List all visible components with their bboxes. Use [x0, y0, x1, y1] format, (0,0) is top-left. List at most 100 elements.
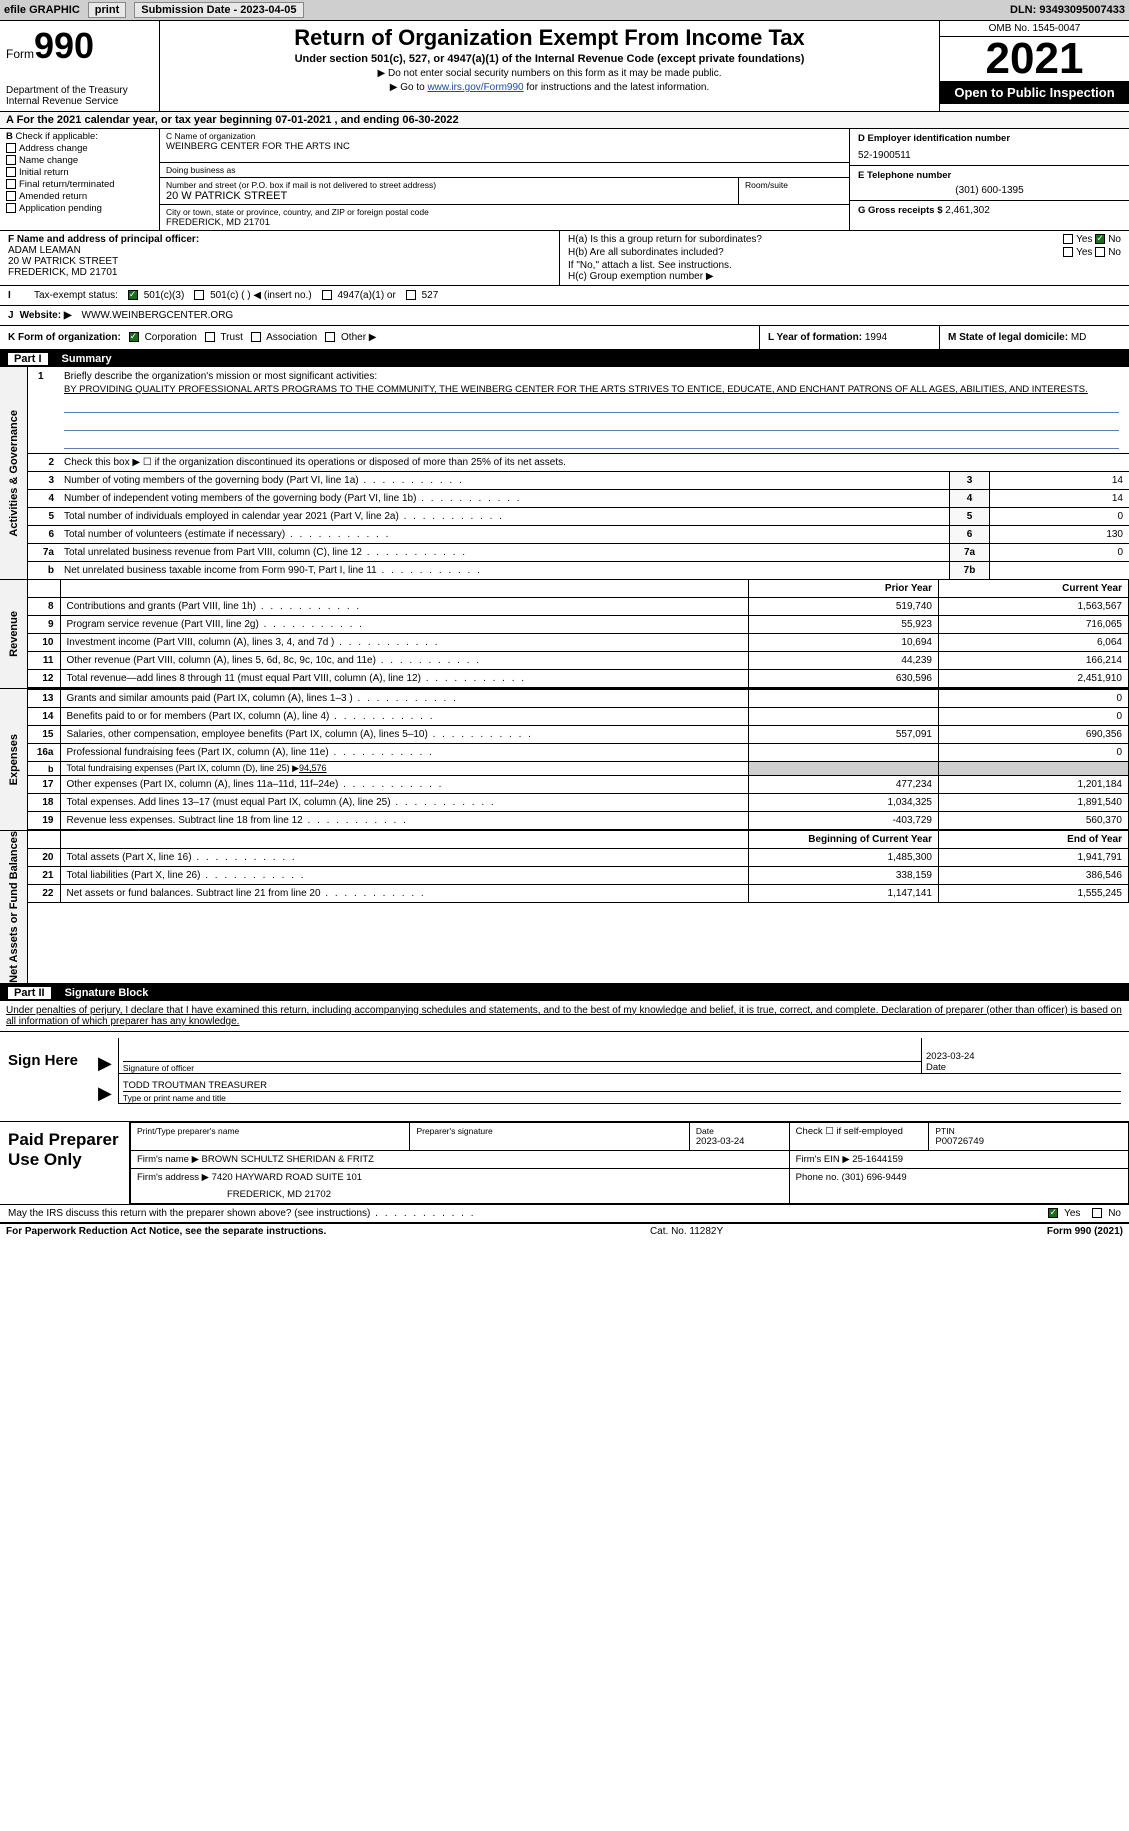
col-end-year: End of Year	[939, 831, 1129, 849]
current-year-value: 1,563,567	[939, 598, 1129, 616]
line-7b: bNet unrelated business taxable income f…	[28, 561, 1129, 579]
line-num: 11	[28, 652, 60, 670]
discuss-row: May the IRS discuss this return with the…	[0, 1205, 1129, 1224]
check-name-change[interactable]: Name change	[6, 155, 153, 166]
officer-street: 20 W PATRICK STREET	[8, 256, 551, 267]
street-label: Number and street (or P.O. box if mail i…	[166, 180, 732, 190]
check-other[interactable]: Other ▶	[325, 332, 376, 343]
street-value: 20 W PATRICK STREET	[166, 190, 732, 202]
current-year-value: 716,065	[939, 616, 1129, 634]
officer-city: FREDERICK, MD 21701	[8, 267, 551, 278]
org-name: WEINBERG CENTER FOR THE ARTS INC	[166, 141, 843, 152]
ha-c-label: H(c) Group exemption number ▶	[568, 271, 1121, 282]
line-4: 4Number of independent voting members of…	[28, 489, 1129, 507]
table-row: 16aProfessional fundraising fees (Part I…	[28, 744, 1129, 762]
check-501c[interactable]: 501(c) ( ) ◀ (insert no.)	[194, 290, 311, 301]
line-7a-value: 0	[989, 544, 1129, 561]
line-desc: Salaries, other compensation, employee b…	[60, 726, 749, 744]
line-desc: Net assets or fund balances. Subtract li…	[60, 885, 749, 903]
submission-date-button[interactable]: Submission Date - 2023-04-05	[134, 2, 303, 18]
current-year-value: 690,356	[939, 726, 1129, 744]
firm-address-cell: Firm's address ▶ 7420 HAYWARD ROAD SUITE…	[131, 1168, 790, 1203]
phone-value: (301) 600-1395	[858, 185, 1121, 196]
box-k: K Form of organization: Corporation Trus…	[0, 326, 759, 349]
check-501c3[interactable]: 501(c)(3)	[128, 290, 184, 301]
prior-year-value: 630,596	[749, 670, 939, 688]
discuss-yes[interactable]: Yes	[1048, 1208, 1080, 1219]
room-cell: Room/suite	[739, 178, 849, 204]
table-row: 22Net assets or fund balances. Subtract …	[28, 885, 1129, 903]
table-row: 21Total liabilities (Part X, line 26)338…	[28, 867, 1129, 885]
check-amended-return[interactable]: Amended return	[6, 191, 153, 202]
net-assets-body: Beginning of Current Year End of Year 20…	[28, 831, 1129, 983]
prior-year-value: 519,740	[749, 598, 939, 616]
check-association[interactable]: Association	[251, 332, 317, 343]
revenue-section: Revenue Prior Year Current Year 8Contrib…	[0, 580, 1129, 689]
check-final-return[interactable]: Final return/terminated	[6, 179, 153, 190]
open-to-public: Open to Public Inspection	[940, 81, 1129, 104]
prior-year-value: 10,694	[749, 634, 939, 652]
line-desc: Benefits paid to or for members (Part IX…	[60, 708, 749, 726]
expenses-body: 13Grants and similar amounts paid (Part …	[28, 689, 1129, 830]
part-i-header: Part I Summary	[0, 351, 1129, 367]
line-desc: Total assets (Part X, line 16)	[60, 849, 749, 867]
self-employed-cell[interactable]: Check ☐ if self-employed	[789, 1122, 929, 1150]
officer-label: F Name and address of principal officer:	[8, 234, 551, 245]
check-trust[interactable]: Trust	[205, 332, 243, 343]
line-desc: Other expenses (Part IX, column (A), lin…	[60, 776, 749, 794]
phone-label: E Telephone number	[858, 170, 1121, 181]
officer-signature-line: ▶ Signature of officer 2023-03-24 Date	[98, 1038, 1121, 1074]
check-527[interactable]: 527	[406, 290, 438, 301]
gross-value: 2,461,302	[945, 205, 990, 216]
revenue-body: Prior Year Current Year 8Contributions a…	[28, 580, 1129, 688]
line-desc: Investment income (Part VIII, column (A)…	[60, 634, 749, 652]
current-year-value: 0	[939, 690, 1129, 708]
blank-line	[64, 417, 1119, 431]
table-row: 9Program service revenue (Part VIII, lin…	[28, 616, 1129, 634]
current-year-value: 1,201,184	[939, 776, 1129, 794]
vtab-revenue: Revenue	[0, 580, 28, 688]
governance-body: 1 Briefly describe the organization's mi…	[28, 367, 1129, 579]
l-label: L Year of formation:	[768, 332, 862, 343]
tax-status-row: I Tax-exempt status: 501(c)(3) 501(c) ( …	[0, 286, 1129, 306]
officer-name-field: TODD TROUTMAN TREASURER Type or print na…	[118, 1074, 1121, 1104]
box-b-header: B	[6, 131, 13, 142]
street-cell: Number and street (or P.O. box if mail i…	[160, 178, 739, 204]
line-num: 13	[28, 690, 60, 708]
line-desc: Grants and similar amounts paid (Part IX…	[60, 690, 749, 708]
prior-year-value: 44,239	[749, 652, 939, 670]
ha-b-label: H(b) Are all subordinates included?	[568, 247, 724, 258]
line-num: 14	[28, 708, 60, 726]
prior-year-value: 1,485,300	[749, 849, 939, 867]
check-4947[interactable]: 4947(a)(1) or	[322, 290, 396, 301]
line-num: 20	[28, 849, 60, 867]
street-row: Number and street (or P.O. box if mail i…	[160, 178, 849, 205]
prior-year-value: 1,147,141	[749, 885, 939, 903]
check-initial-return[interactable]: Initial return	[6, 167, 153, 178]
check-application-pending[interactable]: Application pending	[6, 203, 153, 214]
instructions-link[interactable]: www.irs.gov/Form990	[427, 82, 523, 93]
form-number-box: Form990 Department of the Treasury Inter…	[0, 21, 160, 111]
part-i-num: Part I	[8, 353, 48, 365]
paid-preparer-table: Print/Type preparer's name Preparer's si…	[130, 1122, 1129, 1204]
prior-year-value	[749, 744, 939, 762]
print-button[interactable]: print	[88, 2, 126, 18]
check-corporation[interactable]: Corporation	[129, 332, 197, 343]
date-label: Date	[926, 1062, 1121, 1073]
discuss-no[interactable]: No	[1092, 1208, 1121, 1219]
part-ii-num: Part II	[8, 987, 51, 999]
officer-signature-field[interactable]: Signature of officer	[118, 1038, 921, 1074]
check-address-change[interactable]: Address change	[6, 143, 153, 154]
line-desc: Other revenue (Part VIII, column (A), li…	[60, 652, 749, 670]
officer-name: ADAM LEAMAN	[8, 245, 551, 256]
table-row: 8Contributions and grants (Part VIII, li…	[28, 598, 1129, 616]
phone-cell: E Telephone number (301) 600-1395	[850, 166, 1129, 201]
form-header: Form990 Department of the Treasury Inter…	[0, 21, 1129, 112]
paid-preparer-row: Paid Preparer Use Only Print/Type prepar…	[0, 1122, 1129, 1205]
line-num: 19	[28, 812, 60, 830]
prior-year-value	[749, 708, 939, 726]
preparer-row-1: Print/Type preparer's name Preparer's si…	[131, 1122, 1129, 1150]
website-label: Website: ▶	[20, 310, 72, 321]
sign-here-row: Sign Here ▶ Signature of officer 2023-03…	[0, 1032, 1129, 1122]
line-num: 12	[28, 670, 60, 688]
